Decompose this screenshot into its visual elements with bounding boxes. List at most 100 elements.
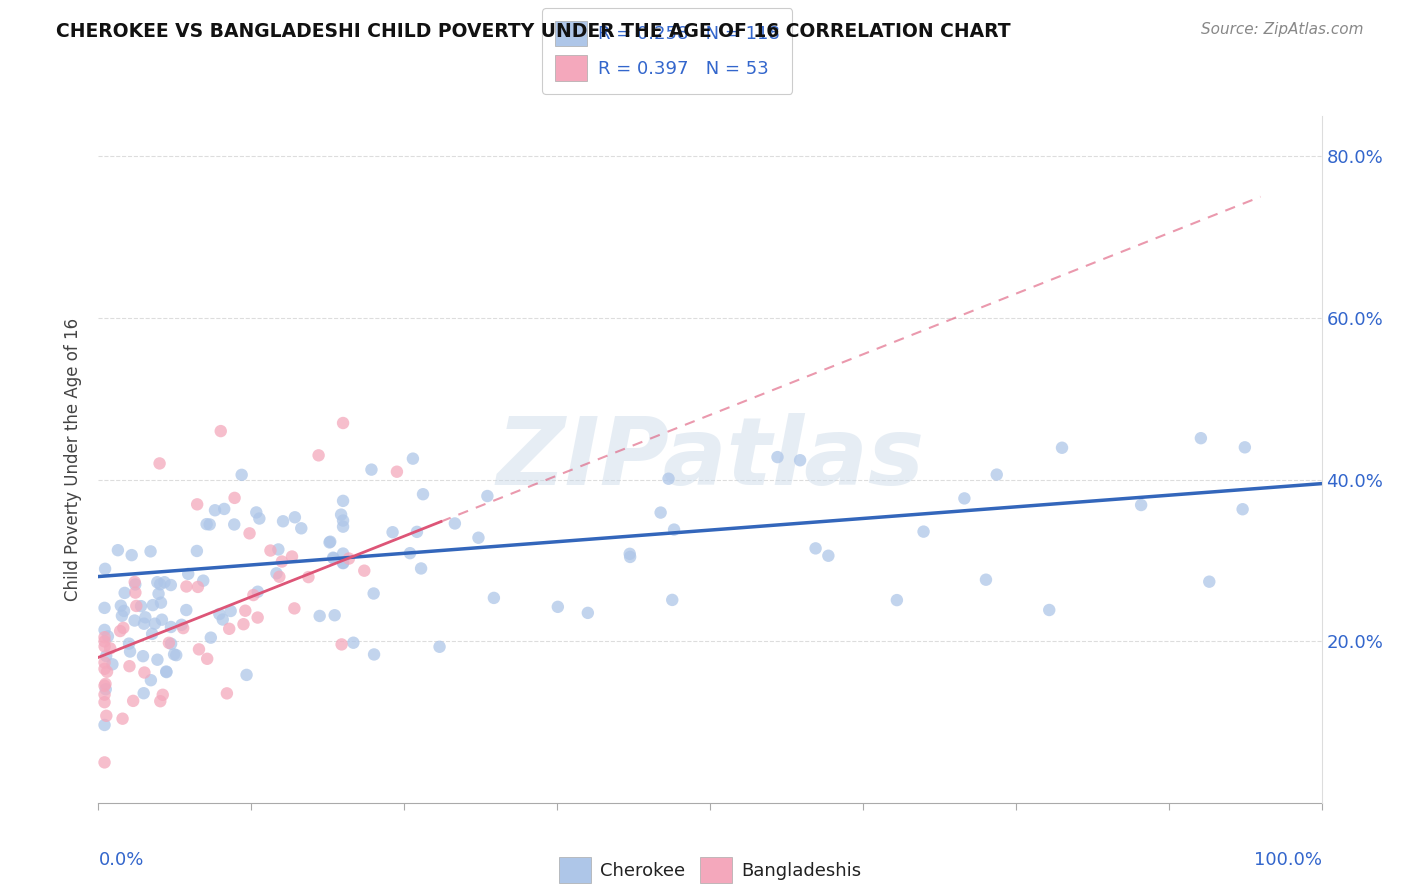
Point <box>142 598 165 612</box>
Point <box>817 549 839 563</box>
Point <box>153 575 176 590</box>
Point <box>110 599 132 613</box>
Point <box>163 648 186 662</box>
Point <box>986 467 1008 482</box>
Y-axis label: Child Poverty Under the Age of 16: Child Poverty Under the Age of 16 <box>65 318 83 601</box>
Point <box>195 517 218 532</box>
Point <box>132 616 155 631</box>
Point <box>381 525 404 540</box>
Point <box>160 620 183 634</box>
Point <box>1233 440 1256 454</box>
Point <box>353 564 375 578</box>
Point <box>281 549 304 564</box>
Point <box>118 659 141 673</box>
Point <box>208 607 231 621</box>
Point <box>360 462 382 476</box>
Point <box>247 511 270 525</box>
Point <box>330 508 353 522</box>
Point <box>619 549 641 564</box>
Point <box>766 450 789 464</box>
Point <box>363 586 385 600</box>
Point <box>259 543 281 558</box>
Point <box>93 662 115 676</box>
Point <box>165 648 187 662</box>
Point <box>186 544 208 558</box>
Point <box>246 584 269 599</box>
Point <box>482 591 505 605</box>
Point <box>1038 603 1060 617</box>
Point <box>93 600 115 615</box>
Point <box>204 503 226 517</box>
Point <box>141 627 163 641</box>
Point <box>96 708 118 723</box>
Point <box>148 587 170 601</box>
Point <box>93 656 115 670</box>
Point <box>429 640 451 654</box>
Point <box>188 642 211 657</box>
Point <box>547 599 569 614</box>
Point <box>98 641 121 656</box>
Point <box>186 497 208 511</box>
Point <box>107 543 129 558</box>
Point <box>174 603 197 617</box>
Point <box>94 677 117 691</box>
Point <box>219 604 242 618</box>
Point <box>233 604 256 618</box>
Point <box>409 561 432 575</box>
Legend: Cherokee, Bangladeshis: Cherokee, Bangladeshis <box>551 850 869 890</box>
Point <box>150 613 173 627</box>
Point <box>402 451 425 466</box>
Point <box>218 622 240 636</box>
Point <box>297 570 319 584</box>
Point <box>232 617 254 632</box>
Point <box>124 574 146 589</box>
Point <box>134 665 156 680</box>
Point <box>238 526 260 541</box>
Point <box>619 547 641 561</box>
Point <box>886 593 908 607</box>
Text: 100.0%: 100.0% <box>1254 851 1322 869</box>
Point <box>209 424 232 438</box>
Point <box>953 491 976 506</box>
Point <box>93 640 115 654</box>
Text: Source: ZipAtlas.com: Source: ZipAtlas.com <box>1201 22 1364 37</box>
Text: ZIPatlas: ZIPatlas <box>496 413 924 506</box>
Point <box>125 599 148 613</box>
Point <box>318 535 340 549</box>
Point <box>224 491 246 505</box>
Point <box>93 695 115 709</box>
Point <box>242 588 264 602</box>
Point <box>267 542 290 557</box>
Point <box>477 489 499 503</box>
Point <box>269 570 291 584</box>
Point <box>271 514 294 528</box>
Point <box>134 610 156 624</box>
Point <box>112 621 135 635</box>
Point <box>1232 502 1254 516</box>
Point <box>308 448 330 462</box>
Point <box>143 616 166 631</box>
Point <box>231 467 253 482</box>
Point <box>149 577 172 591</box>
Point <box>93 688 115 702</box>
Point <box>121 548 143 562</box>
Point <box>101 657 124 672</box>
Point <box>96 648 118 663</box>
Point <box>215 686 238 700</box>
Point <box>118 644 141 658</box>
Point <box>146 653 169 667</box>
Point <box>152 688 174 702</box>
Point <box>332 547 354 561</box>
Point <box>118 637 141 651</box>
Point <box>187 580 209 594</box>
Point <box>342 636 364 650</box>
Point <box>337 551 360 566</box>
Point <box>170 617 193 632</box>
Point <box>576 606 599 620</box>
Point <box>406 524 429 539</box>
Point <box>177 566 200 581</box>
Point <box>124 585 146 599</box>
Point <box>211 613 233 627</box>
Point <box>139 544 162 558</box>
Point <box>149 596 172 610</box>
